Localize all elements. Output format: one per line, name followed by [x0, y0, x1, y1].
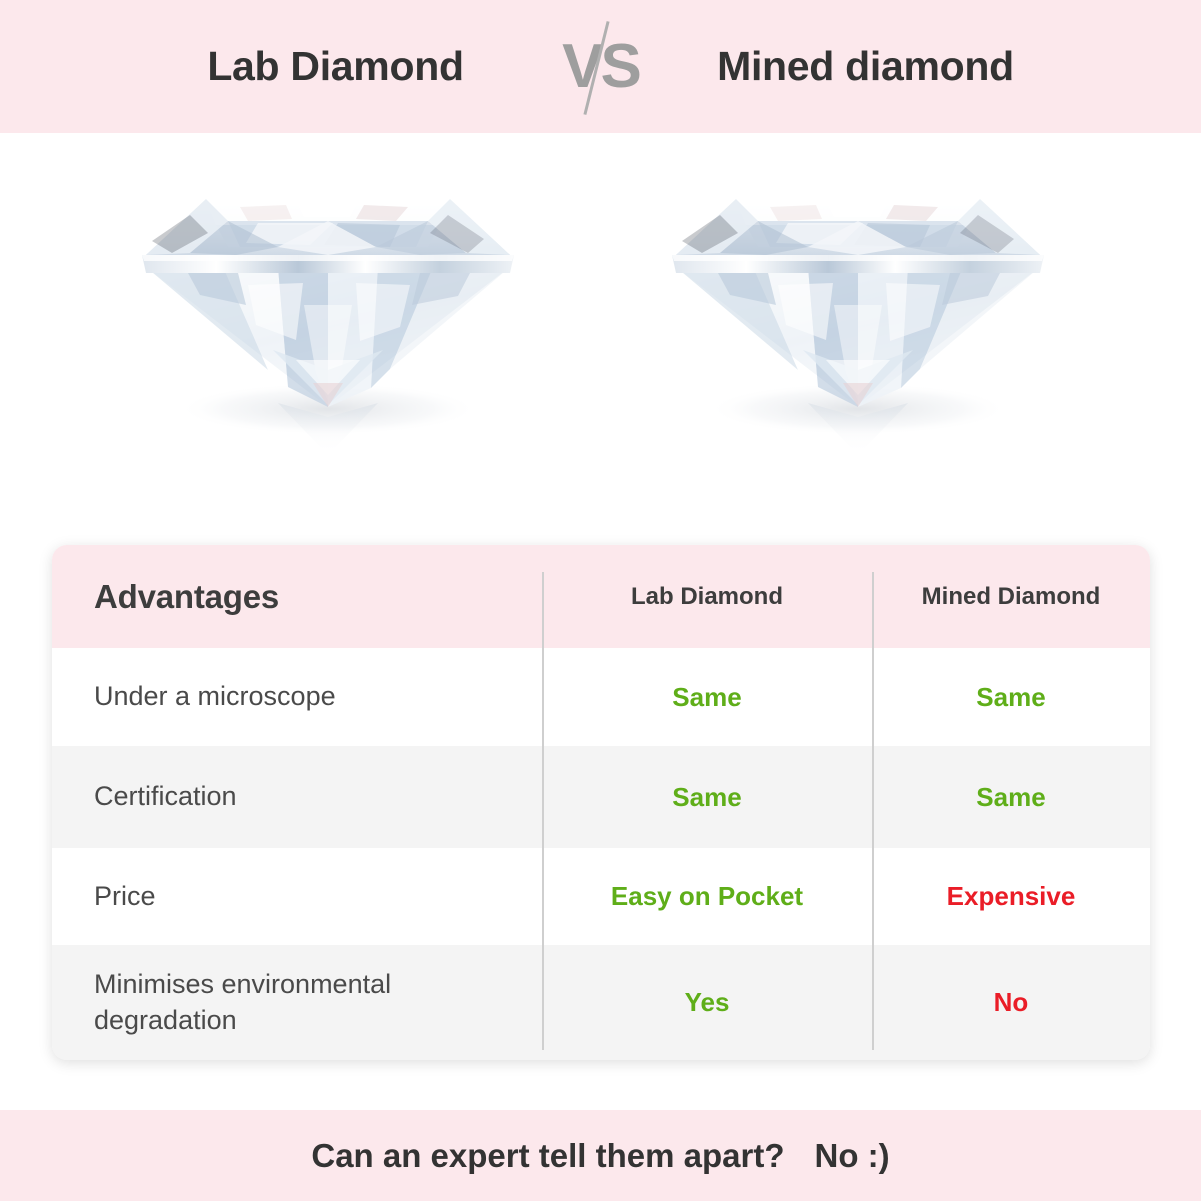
vs-badge: VS	[546, 12, 656, 122]
header-band: Lab Diamond VS Mined diamond	[0, 0, 1201, 133]
lab-diamond-image	[128, 155, 528, 465]
table-header-lab-diamond: Lab Diamond	[630, 582, 783, 610]
mined-diamond-image	[658, 155, 1058, 465]
row-feature-label: Certification	[94, 781, 237, 812]
table-header-mined-diamond: Mined Diamond	[921, 582, 1101, 610]
row-mined-value: Same	[976, 681, 1046, 712]
row-mined-value: No	[993, 987, 1029, 1017]
column-divider-2	[872, 572, 874, 1050]
diamond-stage	[0, 133, 1201, 533]
footer-question: Can an expert tell them apart?	[311, 1136, 785, 1174]
row-lab-value: Easy on Pocket	[610, 881, 804, 911]
footer-answer: No :)	[814, 1136, 890, 1174]
row-feature-label: Under a microscope	[94, 681, 336, 712]
column-divider-1	[542, 572, 544, 1050]
footer-band: Can an expert tell them apart? No :)	[0, 1110, 1201, 1201]
header-title-mined: Mined diamond	[717, 43, 1014, 89]
row-feature-label: Minimises environmental degradation	[94, 968, 392, 1035]
diamond-icon	[142, 199, 514, 455]
table-row: Price Easy on Pocket Expensive	[52, 848, 1150, 945]
row-mined-value: Same	[976, 781, 1046, 812]
row-lab-value: Yes	[684, 987, 730, 1017]
table-row: Certification Same Same	[52, 746, 1150, 848]
row-lab-value: Same	[672, 681, 742, 712]
table-row: Under a microscope Same Same	[52, 648, 1150, 746]
row-feature-label: Price	[94, 880, 156, 911]
table-header-advantages: Advantages	[94, 577, 280, 615]
row-lab-value: Same	[672, 781, 742, 812]
header-title-lab: Lab Diamond	[207, 43, 464, 89]
comparison-table-card: Advantages Lab Diamond Mined Diamond Und…	[52, 545, 1150, 1060]
table-header-row: Advantages Lab Diamond Mined Diamond	[52, 545, 1150, 648]
diamond-icon	[672, 199, 1044, 455]
table-row: Minimises environmental degradation Yes …	[52, 945, 1150, 1060]
row-mined-value: Expensive	[946, 881, 1076, 911]
